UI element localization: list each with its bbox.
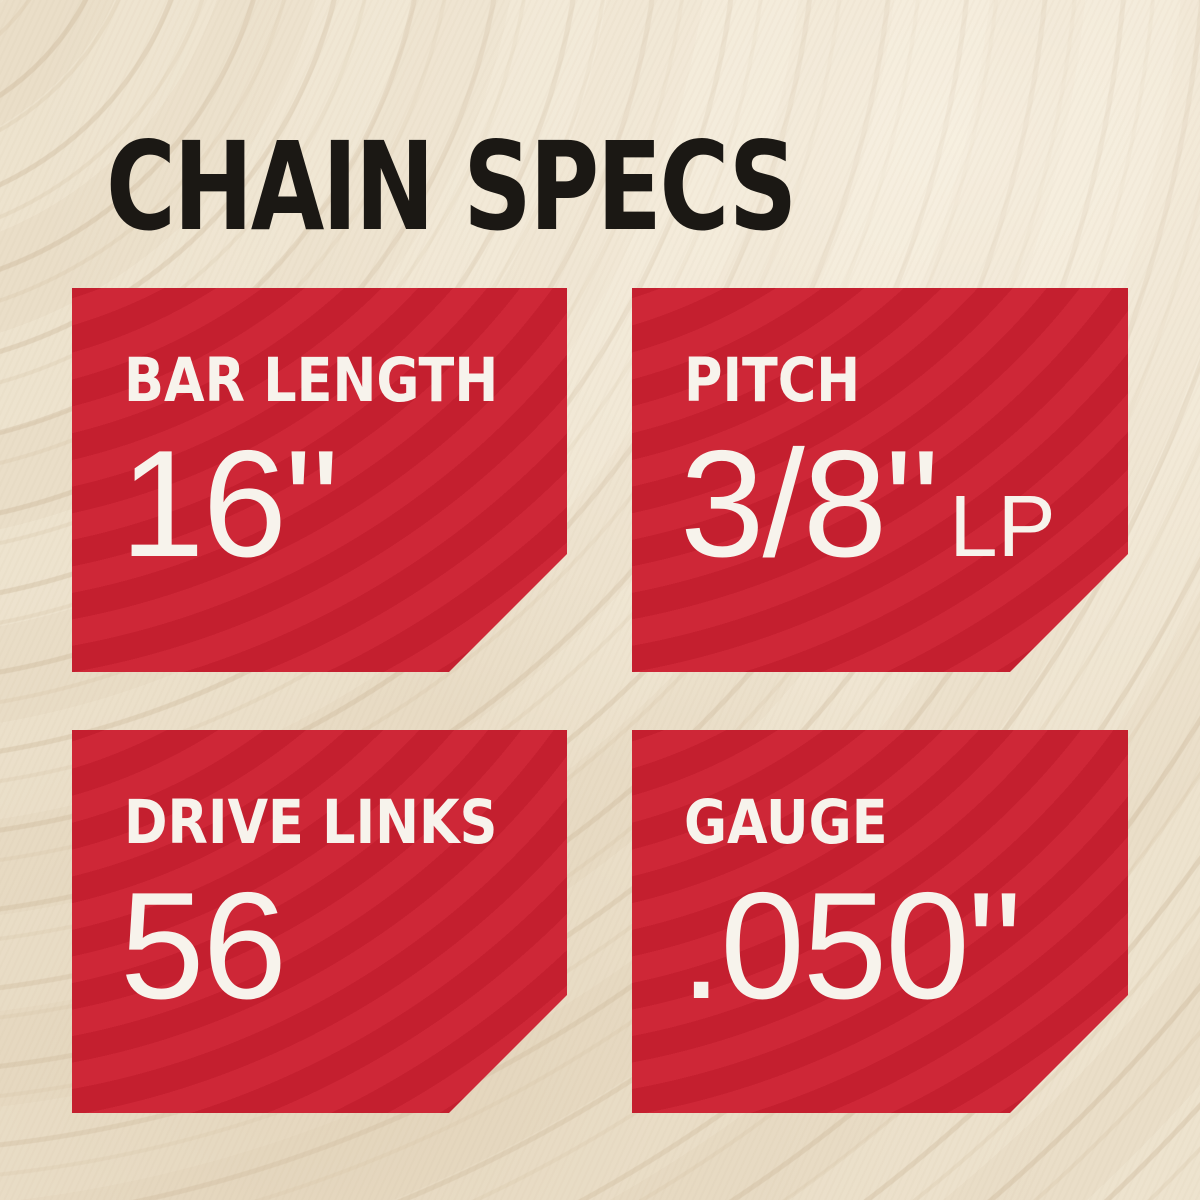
spec-value-text: 3/8" xyxy=(680,419,938,589)
spec-value-text: 16" xyxy=(120,419,338,589)
spec-value-text: .050" xyxy=(680,861,1020,1031)
spec-value-gauge: .050" xyxy=(680,870,1032,1022)
page-title: CHAIN SPECS xyxy=(106,116,797,258)
spec-card-bar-length: BAR LENGTH 16" xyxy=(72,288,567,672)
spec-label-drive-links: DRIVE LINKS xyxy=(124,787,498,858)
spec-label-bar-length: BAR LENGTH xyxy=(124,345,499,416)
spec-card-grid: BAR LENGTH 16" PITCH 3/8" LP DRIVE LINKS … xyxy=(72,288,1128,1113)
spec-value-bar-length: 16" xyxy=(120,428,349,580)
spec-label-pitch: PITCH xyxy=(684,345,861,416)
spec-value-suffix: LP xyxy=(949,478,1056,575)
spec-value-text: 56 xyxy=(120,861,286,1031)
spec-card-drive-links: DRIVE LINKS 56 xyxy=(72,730,567,1113)
spec-card-gauge: GAUGE .050" xyxy=(632,730,1128,1113)
spec-card-pitch: PITCH 3/8" LP xyxy=(632,288,1128,672)
spec-label-gauge: GAUGE xyxy=(684,787,888,858)
spec-value-drive-links: 56 xyxy=(120,870,297,1022)
spec-value-pitch: 3/8" LP xyxy=(680,428,1056,580)
